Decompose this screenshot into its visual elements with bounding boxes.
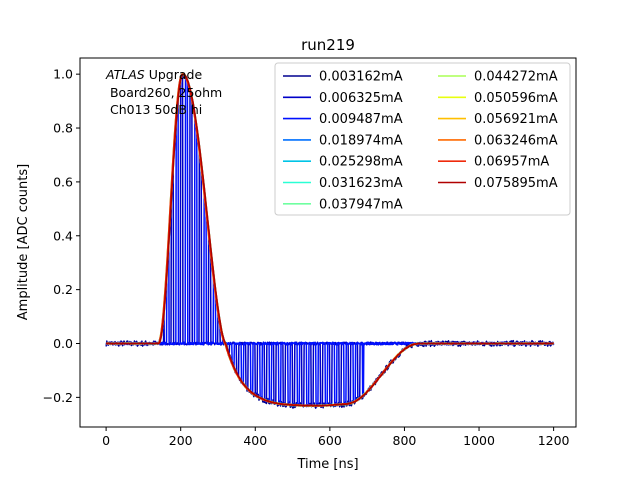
legend-label: 0.06957mA: [474, 155, 549, 170]
annotation-atlas: ATLAS: [105, 67, 145, 82]
plot-frame: [79, 57, 577, 428]
y-tick-label: 0.4: [53, 228, 73, 243]
annotation-line-2: Board260, 25ohm: [106, 85, 222, 100]
legend-label: 0.025298mA: [319, 155, 403, 170]
legend-label: 0.056921mA: [474, 112, 558, 127]
series-layer: [105, 72, 555, 409]
legend-label: 0.006325mA: [319, 91, 403, 106]
x-tick-label: 800: [393, 433, 417, 448]
legend-label: 0.003162mA: [319, 70, 403, 85]
x-axis-label: Time [ns]: [296, 457, 358, 472]
legend-label: 0.037947mA: [319, 197, 403, 212]
x-tick-label: 200: [169, 433, 193, 448]
annotation-line-3: Ch013 50dB hi: [106, 102, 202, 117]
chart-title: run219: [301, 36, 355, 54]
atlas-annotation: ATLAS Upgrade Board260, 25ohm Ch013 50dB…: [105, 67, 222, 117]
legend-label: 0.031623mA: [319, 176, 403, 191]
legend-box: [274, 62, 571, 216]
legend-label: 0.063246mA: [474, 133, 558, 148]
y-tick-label: 0.0: [53, 336, 73, 351]
x-tick-label: 1200: [538, 433, 570, 448]
legend-label: 0.018974mA: [319, 133, 403, 148]
y-axis: −0.2 0.0 0.2 0.4 0.6 0.8 1.0: [43, 67, 80, 405]
y-tick-label: 0.8: [53, 121, 73, 136]
legend: 0.003162mA 0.006325mA 0.009487mA 0.018974mA…: [274, 62, 571, 216]
y-tick-label: −0.2: [43, 390, 73, 405]
y-tick-label: 1.0: [53, 67, 73, 82]
legend-label: 0.009487mA: [319, 112, 403, 127]
y-tick-label: 0.2: [53, 282, 73, 297]
x-tick-label: 1000: [463, 433, 495, 448]
x-axis: 0 200 400 600 800 1000 1200: [102, 427, 570, 448]
y-tick-label: 0.6: [53, 174, 73, 189]
x-tick-label: 600: [318, 433, 342, 448]
legend-label: 0.075895mA: [474, 176, 558, 191]
x-tick-label: 400: [243, 433, 267, 448]
annotation-line-1: ATLAS Upgrade: [105, 67, 202, 82]
annotation-upgrade: Upgrade: [145, 67, 203, 82]
legend-label: 0.050596mA: [474, 91, 558, 106]
x-tick-label: 0: [102, 433, 110, 448]
legend-label: 0.044272mA: [474, 70, 558, 85]
series-line-13: [105, 73, 554, 407]
y-axis-label: Amplitude [ADC counts]: [16, 164, 31, 320]
